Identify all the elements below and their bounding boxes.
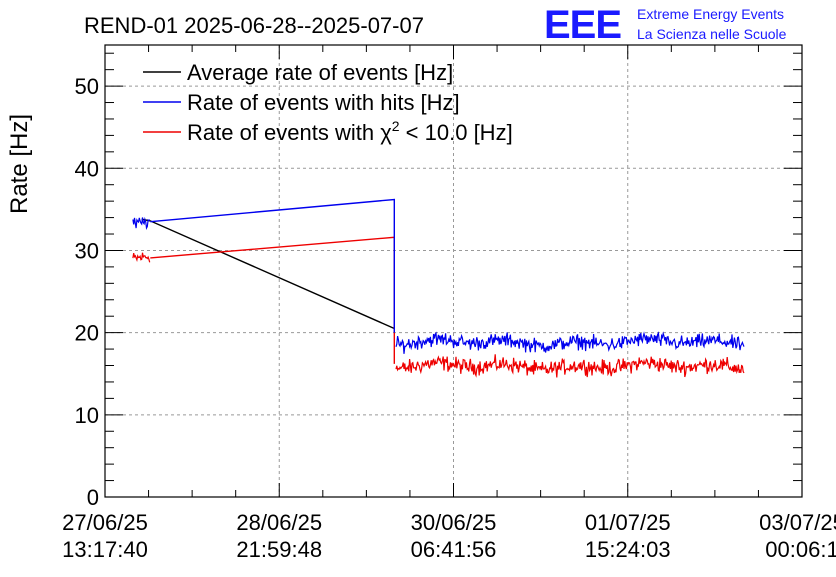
x-tick-label-date: 30/06/25 bbox=[411, 510, 497, 535]
series-line bbox=[141, 218, 395, 330]
eee-logo: EEE Extreme Energy Events La Scienza nel… bbox=[544, 3, 787, 47]
series-noisy-line bbox=[132, 252, 151, 263]
series-noisy-line bbox=[132, 216, 151, 231]
y-tick-label: 50 bbox=[75, 74, 99, 99]
legend-label: Rate of events with hits [Hz] bbox=[187, 90, 460, 115]
y-tick-label: 30 bbox=[75, 238, 99, 263]
eee-logo-line2: La Scienza nelle Scuole bbox=[637, 26, 787, 42]
y-tick-label: 0 bbox=[87, 485, 99, 510]
x-tick-label-date: 27/06/25 bbox=[62, 510, 148, 535]
series-line bbox=[150, 198, 395, 333]
legend: Average rate of events [Hz] Rate of event… bbox=[143, 60, 513, 145]
grid bbox=[105, 45, 802, 497]
series-noisy-line bbox=[395, 354, 745, 378]
x-tick-label-date: 03/07/25 bbox=[759, 510, 836, 535]
chart-title: REND-01 2025-06-28--2025-07-07 bbox=[84, 13, 424, 38]
y-tick-label: 10 bbox=[75, 403, 99, 428]
data-series bbox=[132, 198, 745, 378]
series-noisy-line bbox=[395, 331, 745, 354]
series-line bbox=[150, 236, 395, 364]
eee-logo-text: EEE bbox=[544, 3, 621, 47]
y-tick-label: 40 bbox=[75, 156, 99, 181]
x-tick-label-time: 13:17:40 bbox=[62, 537, 148, 562]
eee-logo-line1: Extreme Energy Events bbox=[637, 6, 784, 22]
legend-label: Average rate of events [Hz] bbox=[187, 60, 453, 85]
legend-label: Rate of events with χ2 < 10.0 [Hz] bbox=[187, 118, 513, 145]
y-axis-label: Rate [Hz] bbox=[6, 114, 33, 214]
x-tick-label-time: 06:41:56 bbox=[411, 537, 497, 562]
y-tick-label: 20 bbox=[75, 321, 99, 346]
x-tick-label-time: 15:24:03 bbox=[585, 537, 671, 562]
x-tick-label-date: 28/06/25 bbox=[236, 510, 322, 535]
x-tick-label-time: 00:06:1 bbox=[765, 537, 836, 562]
x-tick-label-date: 01/07/25 bbox=[585, 510, 671, 535]
x-tick-label-time: 21:59:48 bbox=[236, 537, 322, 562]
